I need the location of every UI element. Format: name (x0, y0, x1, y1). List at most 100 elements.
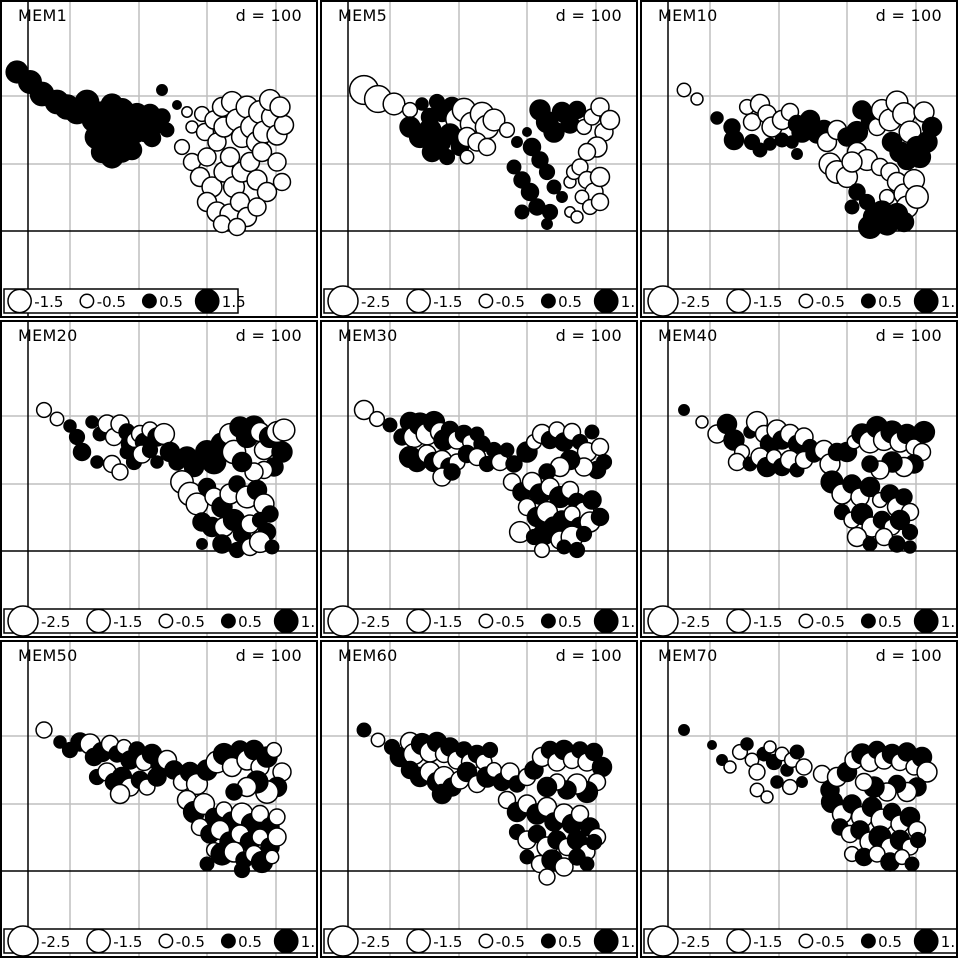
point-positive (536, 776, 558, 798)
legend-label: -2.5 (361, 293, 390, 311)
legend-symbol (7, 925, 39, 956)
point-positive (541, 203, 559, 221)
point-positive (904, 856, 920, 872)
point-positive (231, 451, 253, 473)
legend-label: 0.5 (878, 613, 902, 631)
point-positive (522, 127, 532, 137)
point-negative (368, 410, 386, 428)
point-negative (35, 721, 53, 739)
point-negative (590, 437, 610, 457)
legend-label: 1.5 (941, 613, 958, 631)
legend-label: 1.5 (941, 933, 958, 951)
legend-symbol (647, 285, 679, 316)
legend-symbol (540, 613, 556, 629)
point-positive (172, 100, 182, 110)
legend-label: 1.5 (621, 613, 638, 631)
point-negative (916, 761, 938, 783)
point-positive (68, 428, 86, 446)
point-positive (912, 420, 936, 444)
point-positive (514, 204, 530, 220)
point-negative (482, 108, 506, 132)
point-negative (781, 778, 799, 796)
point-positive (740, 737, 754, 751)
point-negative (533, 541, 551, 559)
point-positive (796, 776, 808, 788)
panel-title: MEM60 (338, 646, 398, 665)
point-positive (584, 424, 600, 440)
legend-symbol (913, 608, 939, 634)
mem-plot: -2.5 -1.5 -0.5 0.5 1.5 (642, 322, 958, 636)
point-positive (584, 742, 604, 762)
legend-label: 1.5 (621, 293, 638, 311)
point-positive (541, 218, 553, 230)
point-positive (582, 490, 602, 510)
point-positive (546, 179, 562, 195)
legend-label: -1.5 (433, 933, 462, 951)
legend-label: -0.5 (97, 293, 126, 311)
scale-label: d = 100 (555, 6, 622, 25)
point-negative (459, 149, 475, 165)
point-positive (888, 535, 906, 553)
legend-label: -0.5 (496, 613, 525, 631)
point-positive (862, 536, 878, 552)
legend-symbol (158, 613, 174, 629)
legend-label: -1.5 (113, 613, 142, 631)
point-positive (567, 100, 587, 120)
mem-panel: -2.5 -1.5 -0.5 0.5 1.5 MEM20 d = 100 (0, 320, 318, 638)
legend-symbol (593, 928, 619, 954)
point-positive (53, 735, 67, 749)
point-positive (505, 455, 523, 473)
point-positive (356, 722, 372, 738)
legend-label: -0.5 (816, 293, 845, 311)
legend-symbol (7, 605, 39, 636)
point-positive (901, 523, 919, 541)
legend-label: -2.5 (41, 613, 70, 631)
legend-label: -1.5 (113, 933, 142, 951)
point-positive (443, 463, 461, 481)
point-negative (477, 137, 497, 157)
legend-symbol (7, 288, 32, 314)
legend-label: -0.5 (496, 293, 525, 311)
legend-symbol (86, 928, 111, 954)
point-positive (141, 441, 159, 459)
mem-plot: -2.5 -1.5 -0.5 0.5 1.5 (2, 322, 316, 636)
mem-panel: -2.5 -1.5 -0.5 0.5 1.5 MEM60 d = 100 (320, 640, 638, 958)
legend-symbol (913, 288, 939, 314)
point-positive (893, 211, 915, 233)
legend: -2.5 -1.5 -0.5 0.5 1.5 (323, 925, 636, 956)
point-positive (903, 540, 917, 554)
point-positive (791, 148, 803, 160)
mem-panel: -1.5 -0.5 0.5 1.5 MEM1 d = 100 (0, 0, 318, 318)
point-positive (142, 128, 162, 148)
point-negative (111, 463, 129, 481)
point-positive (159, 122, 175, 138)
legend-symbol (273, 608, 299, 634)
point-positive (506, 159, 522, 175)
legend-label: -2.5 (681, 293, 710, 311)
mem-plot: -2.5 -1.5 -0.5 0.5 1.5 (322, 2, 638, 316)
point-positive (556, 191, 568, 203)
point-positive (199, 856, 215, 872)
point-negative (49, 411, 65, 427)
point-positive (909, 831, 927, 849)
point-positive (556, 539, 572, 555)
legend-symbol (194, 288, 220, 314)
mem-panel: -2.5 -1.5 -0.5 0.5 1.5 MEM30 d = 100 (320, 320, 638, 638)
legend-symbol (798, 933, 814, 949)
point-negative (589, 166, 611, 188)
legend-label: 0.5 (558, 613, 582, 631)
legend-symbol (860, 933, 876, 949)
point-positive (723, 129, 745, 151)
mem-plot: -2.5 -1.5 -0.5 0.5 1.5 (642, 642, 958, 956)
point-positive (522, 137, 542, 157)
point-negative (742, 112, 762, 132)
point-negative (570, 804, 590, 824)
point-positive (590, 507, 610, 527)
legend-symbol (647, 925, 679, 956)
point-negative (590, 192, 610, 212)
point-positive (861, 455, 879, 473)
mem-panel: -2.5 -1.5 -0.5 0.5 1.5 MEM40 d = 100 (640, 320, 958, 638)
point-negative (749, 782, 765, 798)
legend-symbol (86, 608, 111, 634)
legend-symbol (540, 293, 556, 309)
